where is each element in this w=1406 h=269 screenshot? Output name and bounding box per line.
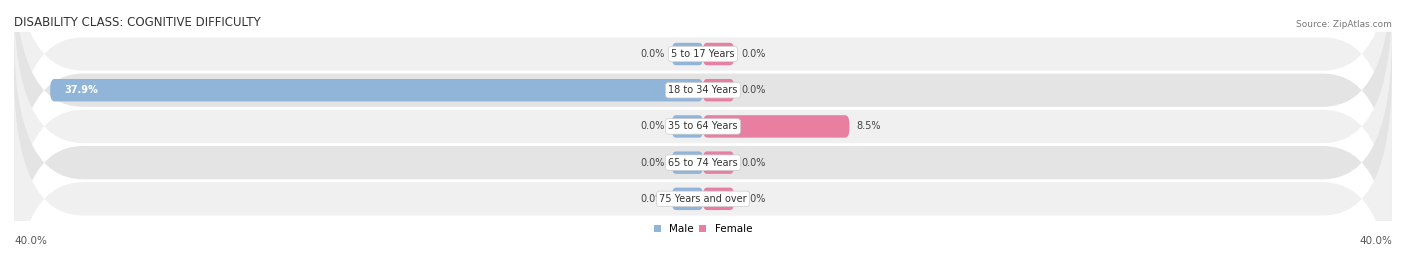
FancyBboxPatch shape [14, 0, 1392, 255]
Text: 40.0%: 40.0% [1360, 236, 1392, 246]
FancyBboxPatch shape [14, 0, 1392, 218]
Text: 0.0%: 0.0% [741, 194, 765, 204]
FancyBboxPatch shape [672, 188, 703, 210]
FancyBboxPatch shape [672, 43, 703, 65]
Text: DISABILITY CLASS: COGNITIVE DIFFICULTY: DISABILITY CLASS: COGNITIVE DIFFICULTY [14, 16, 260, 29]
FancyBboxPatch shape [672, 151, 703, 174]
FancyBboxPatch shape [14, 0, 1392, 182]
FancyBboxPatch shape [14, 34, 1392, 269]
Text: 8.5%: 8.5% [856, 121, 880, 132]
FancyBboxPatch shape [14, 71, 1392, 269]
FancyBboxPatch shape [51, 79, 703, 101]
Text: 0.0%: 0.0% [641, 194, 665, 204]
FancyBboxPatch shape [703, 43, 734, 65]
FancyBboxPatch shape [703, 151, 734, 174]
FancyBboxPatch shape [703, 188, 734, 210]
FancyBboxPatch shape [672, 115, 703, 138]
Text: 0.0%: 0.0% [641, 158, 665, 168]
Text: 5 to 17 Years: 5 to 17 Years [671, 49, 735, 59]
Text: 65 to 74 Years: 65 to 74 Years [668, 158, 738, 168]
Text: 0.0%: 0.0% [641, 49, 665, 59]
Text: 18 to 34 Years: 18 to 34 Years [668, 85, 738, 95]
Text: 0.0%: 0.0% [741, 49, 765, 59]
Text: 37.9%: 37.9% [65, 85, 98, 95]
Text: Source: ZipAtlas.com: Source: ZipAtlas.com [1296, 20, 1392, 29]
FancyBboxPatch shape [703, 115, 849, 138]
FancyBboxPatch shape [703, 79, 734, 101]
Text: 0.0%: 0.0% [641, 121, 665, 132]
Text: 0.0%: 0.0% [741, 85, 765, 95]
Text: 75 Years and over: 75 Years and over [659, 194, 747, 204]
Legend: Male, Female: Male, Female [650, 220, 756, 238]
Text: 40.0%: 40.0% [14, 236, 46, 246]
Text: 0.0%: 0.0% [741, 158, 765, 168]
Text: 35 to 64 Years: 35 to 64 Years [668, 121, 738, 132]
